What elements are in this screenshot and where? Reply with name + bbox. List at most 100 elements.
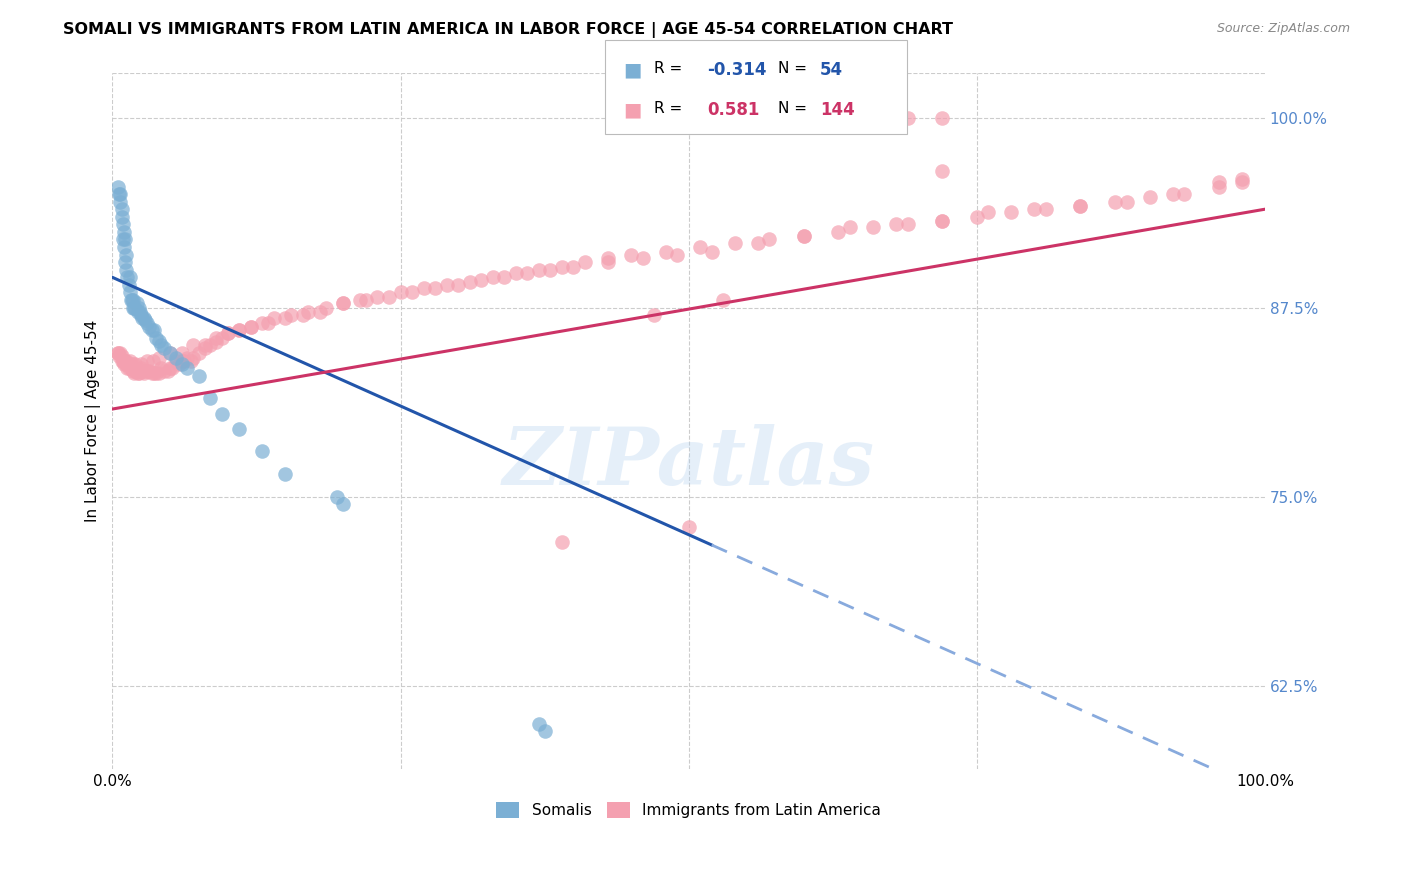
- Point: [180, 353, 202, 368]
- Point: [897, 112, 920, 126]
- Point: [159, 346, 181, 360]
- Point: [274, 467, 297, 482]
- Point: [110, 187, 132, 202]
- Point: [332, 296, 354, 310]
- Point: [107, 179, 129, 194]
- Point: [280, 308, 302, 322]
- Point: [1208, 175, 1230, 189]
- Point: [142, 366, 165, 380]
- Text: Source: ZipAtlas.com: Source: ZipAtlas.com: [1216, 22, 1350, 36]
- Point: [148, 334, 170, 348]
- Point: [159, 361, 181, 376]
- Point: [112, 357, 135, 371]
- Point: [354, 293, 377, 307]
- Text: N =: N =: [778, 61, 811, 76]
- Point: [711, 293, 734, 307]
- Point: [574, 255, 596, 269]
- Point: [165, 353, 187, 368]
- Point: [187, 346, 209, 360]
- Point: [931, 214, 953, 228]
- Point: [117, 277, 139, 292]
- Point: [1230, 172, 1253, 186]
- Point: [108, 187, 131, 202]
- Point: [131, 311, 153, 326]
- Point: [252, 316, 274, 330]
- Point: [132, 311, 155, 326]
- Point: [167, 357, 190, 371]
- Point: [228, 422, 250, 436]
- Text: ■: ■: [623, 61, 641, 79]
- Point: [839, 220, 862, 235]
- Point: [666, 247, 689, 261]
- Point: [107, 346, 129, 360]
- Point: [366, 290, 388, 304]
- Point: [136, 364, 159, 378]
- Point: [1069, 199, 1091, 213]
- Point: [349, 293, 371, 307]
- Point: [1139, 190, 1161, 204]
- Point: [505, 266, 527, 280]
- Point: [291, 308, 314, 322]
- Point: [111, 353, 134, 368]
- Point: [533, 724, 555, 739]
- Point: [378, 290, 401, 304]
- Point: [862, 220, 884, 235]
- Text: 0.581: 0.581: [707, 101, 759, 119]
- Text: N =: N =: [778, 101, 811, 116]
- Point: [118, 357, 141, 371]
- Point: [1161, 187, 1184, 202]
- Point: [111, 218, 134, 232]
- Point: [187, 368, 209, 383]
- Point: [128, 301, 150, 315]
- Point: [145, 366, 167, 380]
- Point: [252, 444, 274, 458]
- Point: [494, 270, 516, 285]
- Point: [1069, 199, 1091, 213]
- Point: [205, 335, 228, 350]
- Point: [124, 357, 146, 371]
- Point: [884, 218, 907, 232]
- Point: [211, 407, 233, 421]
- Point: [111, 210, 134, 224]
- Point: [678, 520, 700, 534]
- Point: [122, 293, 145, 307]
- Point: [551, 260, 574, 274]
- Point: [170, 346, 193, 360]
- Point: [129, 357, 152, 371]
- Point: [128, 366, 150, 380]
- Point: [111, 349, 134, 363]
- Point: [263, 311, 285, 326]
- Point: [112, 353, 135, 368]
- Point: [758, 232, 780, 246]
- Point: [121, 293, 143, 307]
- Point: [112, 240, 135, 254]
- Point: [111, 232, 134, 246]
- Point: [596, 255, 619, 269]
- Point: [124, 366, 146, 380]
- Point: [145, 331, 167, 345]
- Point: [931, 164, 953, 178]
- Point: [141, 323, 163, 337]
- Legend: Somalis, Immigrants from Latin America: Somalis, Immigrants from Latin America: [491, 797, 887, 824]
- Point: [129, 361, 152, 376]
- Point: [643, 308, 665, 322]
- Point: [724, 235, 747, 250]
- Point: [107, 346, 129, 360]
- Point: [114, 255, 136, 269]
- Point: [931, 214, 953, 228]
- Point: [159, 346, 181, 360]
- Point: [1035, 202, 1057, 217]
- Point: [132, 366, 155, 380]
- Point: [596, 251, 619, 265]
- Point: [654, 244, 676, 259]
- Point: [129, 308, 152, 322]
- Point: [631, 251, 654, 265]
- Point: [136, 353, 159, 368]
- Point: [326, 490, 349, 504]
- Point: [149, 338, 172, 352]
- Point: [114, 353, 136, 368]
- Point: [156, 364, 179, 378]
- Point: [194, 338, 217, 352]
- Point: [436, 277, 458, 292]
- Point: [931, 112, 953, 126]
